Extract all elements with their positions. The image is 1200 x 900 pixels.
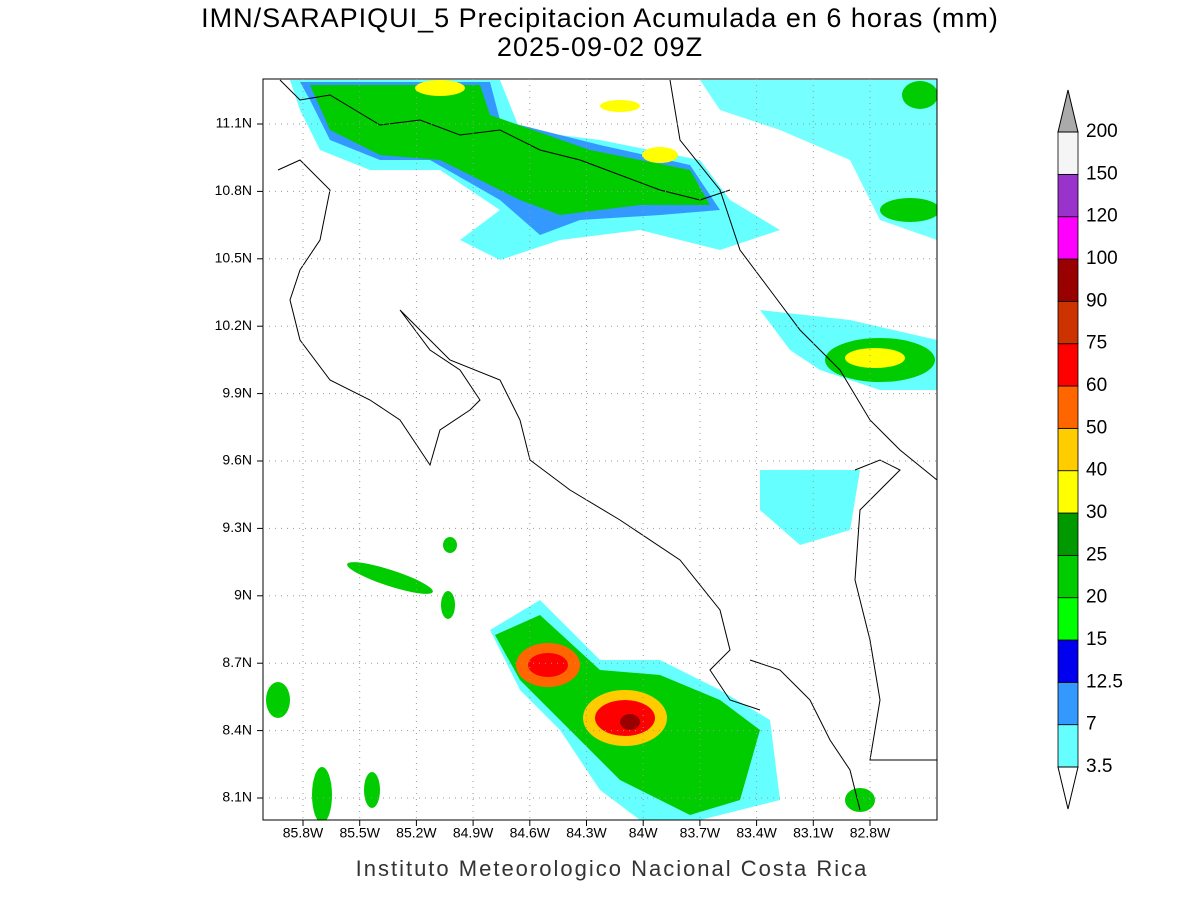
colorbar-label: 7 [1086, 714, 1097, 735]
northern-rain [290, 80, 937, 545]
title: IMN/SARAPIQUI_5 Precipitacion Acumulada … [201, 3, 999, 33]
colorbar-label: 25 [1086, 544, 1107, 565]
lon-label: 84.6W [510, 825, 551, 841]
colorbar-label: 3.5 [1086, 756, 1112, 777]
colorbar-bin [1057, 639, 1079, 683]
colorbar-label: 150 [1086, 163, 1118, 184]
subtitle: 2025-09-02 09Z [497, 32, 703, 62]
colorbar-bin [1057, 131, 1079, 175]
colorbar-label: 15 [1086, 629, 1107, 650]
colorbar-bin [1057, 427, 1079, 472]
colorbar-bin [1057, 512, 1079, 556]
southern-rain [266, 537, 875, 820]
colorbar-bin [1057, 216, 1079, 260]
lon-label: 84.3W [566, 825, 607, 841]
colorbar-bin [1057, 173, 1079, 218]
lon-label: 83.1W [793, 825, 834, 841]
lon-label: 83.7W [680, 825, 721, 841]
lon-label: 85.2W [396, 825, 437, 841]
lon-label: 84W [629, 825, 659, 841]
colorbar-label: 40 [1086, 460, 1107, 481]
colorbar-bin [1057, 300, 1079, 345]
lat-label: 8.1N [222, 789, 252, 805]
colorbar-label: 120 [1086, 206, 1118, 227]
lat-label: 9N [234, 587, 252, 603]
colorbar-label: 50 [1086, 417, 1107, 438]
colorbar-label: 30 [1086, 502, 1107, 523]
colorbar-bin [1057, 385, 1079, 429]
colorbar-bin [1057, 554, 1079, 599]
colorbar-over [1057, 89, 1079, 133]
colorbar-bin [1057, 470, 1079, 514]
colorbar-label: 200 [1086, 121, 1118, 142]
lat-label: 8.4N [222, 721, 252, 737]
colorbar-bin [1057, 597, 1079, 641]
precip-field [266, 80, 937, 820]
colorbar-label: 75 [1086, 333, 1107, 354]
lon-label: 84.9W [453, 825, 494, 841]
lat-label: 8.7N [222, 654, 252, 670]
footer: Instituto Meteorologico Nacional Costa R… [356, 856, 869, 881]
coastlines [277, 79, 937, 811]
lat-label: 11.1N [216, 115, 252, 131]
colorbar-bin [1057, 724, 1079, 768]
colorbar-label: 12.5 [1086, 671, 1123, 692]
lat-label: 10.8N [215, 182, 252, 198]
colorbar-bin [1057, 343, 1079, 387]
lon-label: 85.5W [339, 825, 380, 841]
colorbar-label: 100 [1086, 248, 1118, 269]
colorbar-under [1057, 766, 1079, 810]
colorbar-bin [1057, 258, 1079, 302]
colorbar-label: 90 [1086, 290, 1107, 311]
colorbar-label: 60 [1086, 375, 1107, 396]
lat-label: 10.2N [215, 317, 252, 333]
lon-label: 83.4W [736, 825, 777, 841]
map-frame [262, 78, 938, 821]
lat-label: 10.5N [215, 250, 252, 266]
lat-label: 9.6N [222, 452, 252, 468]
colorbar-label: 20 [1086, 587, 1107, 608]
colorbar-bin [1057, 681, 1079, 726]
lat-label: 9.9N [222, 384, 252, 400]
lon-label: 82.8W [850, 825, 891, 841]
lon-label: 85.8W [283, 825, 324, 841]
lat-label: 9.3N [222, 519, 252, 535]
